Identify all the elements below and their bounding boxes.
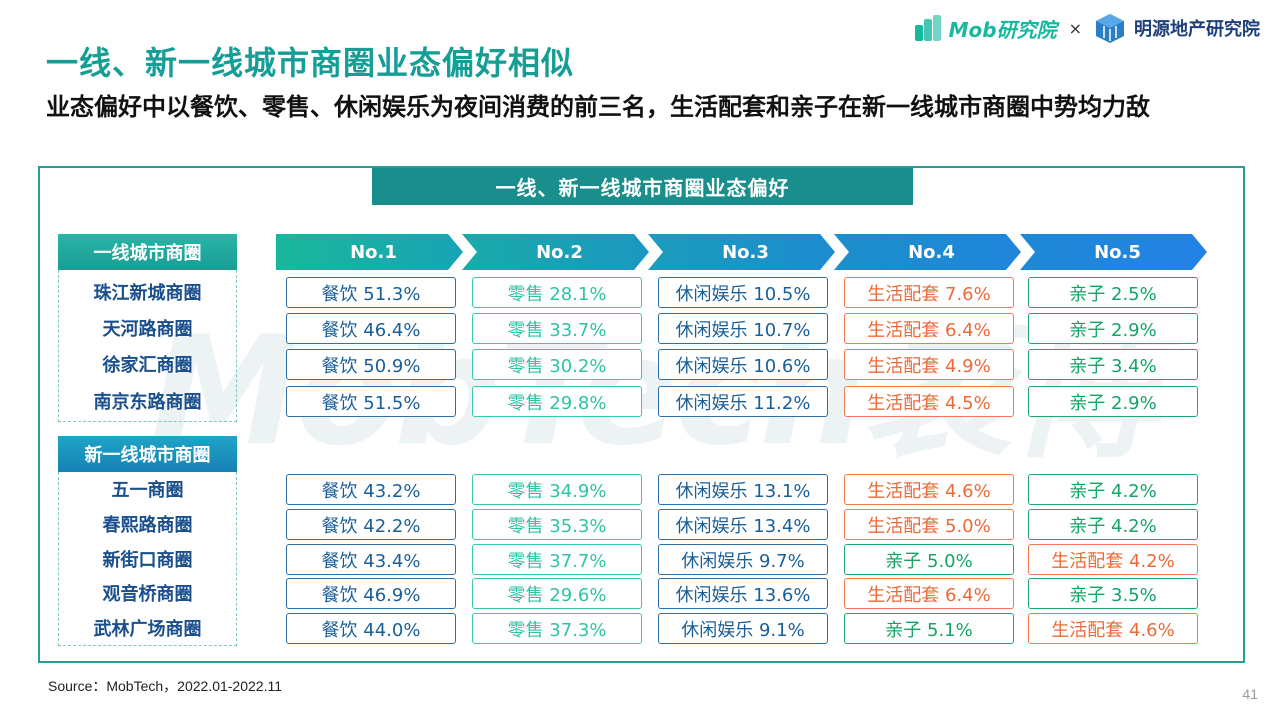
cell-retail: 零售 29.6% [472,578,642,609]
rank-label: No.5 [1094,241,1141,263]
cell-life: 生活配套 4.6% [844,474,1014,505]
cell-kids: 亲子 2.9% [1028,313,1198,344]
mob-logo-text: Mob研究院 [948,17,1057,42]
row-label: 武林广场商圈 [93,619,202,640]
group-box-tier2 [58,472,237,646]
cell-retail: 零售 35.3% [472,509,642,540]
cell-kids: 亲子 2.9% [1028,386,1198,417]
cell-life: 生活配套 4.2% [1028,544,1198,575]
rank-header-3: No.3 [648,234,835,270]
cell-retail: 零售 30.2% [472,349,642,380]
cell-retail: 零售 37.3% [472,613,642,644]
row-label: 观音桥商圈 [102,584,193,605]
rank-label: No.1 [350,241,397,263]
content-frame [38,166,1245,663]
cell-food: 餐饮 51.5% [286,386,456,417]
page-number: 41 [1242,686,1258,702]
row-label: 南京东路商圈 [93,392,202,413]
cell-kids: 亲子 3.5% [1028,578,1198,609]
cell-leisure: 休闲娱乐 9.7% [658,544,828,575]
cell-retail: 零售 37.7% [472,544,642,575]
cell-food: 餐饮 46.4% [286,313,456,344]
cell-leisure: 休闲娱乐 13.6% [658,578,828,609]
cell-leisure: 休闲娱乐 13.4% [658,509,828,540]
source-note: Source：MobTech，2022.01-2022.11 [48,678,283,694]
cell-leisure: 休闲娱乐 10.7% [658,313,828,344]
rank-header-5: No.5 [1020,234,1207,270]
cell-life: 生活配套 4.5% [844,386,1014,417]
cell-food: 餐饮 42.2% [286,509,456,540]
cell-kids: 亲子 4.2% [1028,474,1198,505]
cell-retail: 零售 29.8% [472,386,642,417]
cell-kids: 亲子 4.2% [1028,509,1198,540]
cell-leisure: 休闲娱乐 13.1% [658,474,828,505]
cell-life: 生活配套 5.0% [844,509,1014,540]
mingyuan-logo-icon [1096,14,1124,43]
cell-retail: 零售 33.7% [472,313,642,344]
cell-leisure: 休闲娱乐 10.5% [658,277,828,308]
rank-label: No.4 [908,241,955,263]
cell-food: 餐饮 43.4% [286,544,456,575]
page-subtitle: 业态偏好中以餐饮、零售、休闲娱乐为夜间消费的前三名，生活配套和亲子在新一线城市商… [46,93,1150,121]
group-header-tier2: 新一线城市商圈 [58,436,237,472]
row-label: 新街口商圈 [102,550,193,571]
cell-food: 餐饮 44.0% [286,613,456,644]
group-header-tier1: 一线城市商圈 [58,234,237,270]
cell-kids: 亲子 2.5% [1028,277,1198,308]
cell-kids: 亲子 5.1% [844,613,1014,644]
page-title: 一线、新一线城市商圈业态偏好相似 [46,44,575,82]
row-label: 珠江新城商圈 [93,283,202,304]
rank-header-2: No.2 [462,234,649,270]
cell-kids: 亲子 3.4% [1028,349,1198,380]
header-logos: Mob研究院 × 明源地产研究院 [914,8,1260,48]
rank-label: No.2 [536,241,583,263]
cell-retail: 零售 28.1% [472,277,642,308]
cell-leisure: 休闲娱乐 10.6% [658,349,828,380]
cell-food: 餐饮 51.3% [286,277,456,308]
panel-title: 一线、新一线城市商圈业态偏好 [372,168,913,205]
mob-logo-icon [914,15,941,41]
rank-label: No.3 [722,241,769,263]
rank-header-1: No.1 [276,234,463,270]
cell-life: 生活配套 7.6% [844,277,1014,308]
cell-life: 生活配套 4.9% [844,349,1014,380]
cell-life: 生活配套 6.4% [844,578,1014,609]
cell-life: 生活配套 4.6% [1028,613,1198,644]
cell-leisure: 休闲娱乐 11.2% [658,386,828,417]
cell-leisure: 休闲娱乐 9.1% [658,613,828,644]
cell-retail: 零售 34.9% [472,474,642,505]
cell-life: 生活配套 6.4% [844,313,1014,344]
rank-header-4: No.4 [834,234,1021,270]
row-label: 春熙路商圈 [102,515,193,536]
row-label: 徐家汇商圈 [102,355,193,376]
group-box-tier1 [58,270,237,422]
row-label: 天河路商圈 [102,319,193,340]
cell-food: 餐饮 50.9% [286,349,456,380]
cell-kids: 亲子 5.0% [844,544,1014,575]
mingyuan-logo-text: 明源地产研究院 [1134,19,1260,40]
cell-food: 餐饮 43.2% [286,474,456,505]
logo-separator: × [1068,18,1082,38]
cell-food: 餐饮 46.9% [286,578,456,609]
row-label: 五一商圈 [111,480,184,501]
